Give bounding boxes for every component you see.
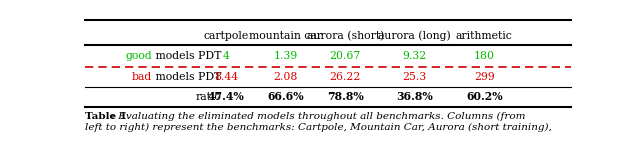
Text: 8.44: 8.44 [214, 72, 238, 82]
Text: 60.2%: 60.2% [466, 91, 502, 102]
Text: 299: 299 [474, 72, 495, 82]
Text: 47.4%: 47.4% [208, 91, 244, 102]
Text: 9.32: 9.32 [403, 51, 427, 61]
Text: bad: bad [132, 72, 152, 82]
Text: 66.6%: 66.6% [268, 91, 304, 102]
Text: 36.8%: 36.8% [396, 91, 433, 102]
Text: 78.8%: 78.8% [327, 91, 364, 102]
Text: 4: 4 [223, 51, 230, 61]
Text: Evaluating the eliminated models throughout all benchmarks. Columns (from: Evaluating the eliminated models through… [115, 112, 525, 121]
Text: good: good [125, 51, 152, 61]
Text: ratio: ratio [195, 92, 221, 102]
Text: 20.67: 20.67 [330, 51, 361, 61]
Text: mountain car: mountain car [250, 31, 323, 41]
Text: 25.3: 25.3 [403, 72, 427, 82]
Text: cartpole: cartpole [204, 31, 249, 41]
Text: left to right) represent the benchmarks: Cartpole, Mountain Car, Aurora (short t: left to right) represent the benchmarks:… [85, 123, 552, 132]
Text: 1.39: 1.39 [274, 51, 298, 61]
Text: 2.08: 2.08 [274, 72, 298, 82]
Text: aurora (short): aurora (short) [307, 31, 384, 41]
Text: 26.22: 26.22 [330, 72, 361, 82]
Text: arithmetic: arithmetic [456, 31, 513, 41]
Text: aurora (long): aurora (long) [378, 31, 451, 41]
Text: 180: 180 [474, 51, 495, 61]
Text: :: : [111, 112, 115, 121]
Text: models PDT: models PDT [152, 72, 221, 82]
Text: models PDT: models PDT [152, 51, 221, 61]
Text: Table 1: Table 1 [85, 112, 127, 121]
